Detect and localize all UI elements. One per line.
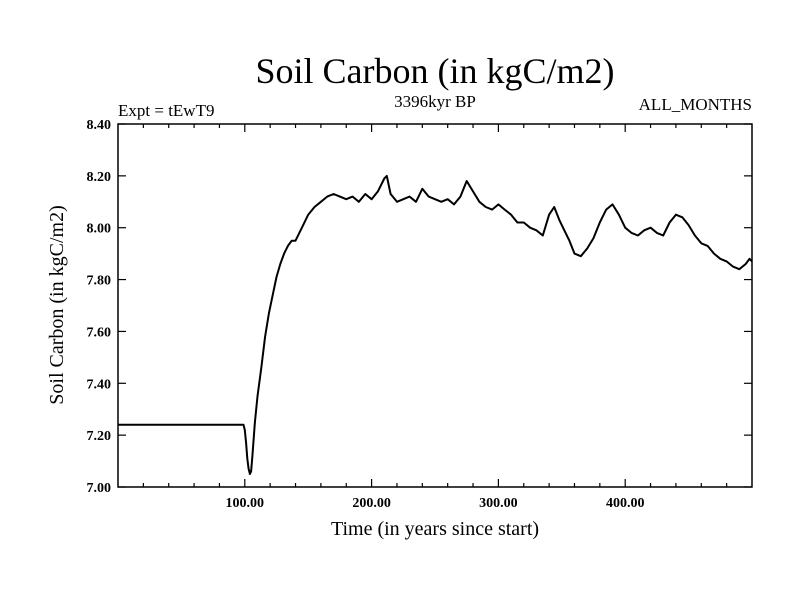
y-tick-label: 7.80 bbox=[87, 274, 112, 289]
plot-frame bbox=[117, 123, 753, 488]
x-axis-ticks: 100.00 200.00 300.00 400.00 bbox=[142, 124, 728, 511]
y-tick-label: 7.40 bbox=[87, 377, 112, 392]
y-tick-label: 7.60 bbox=[87, 325, 112, 340]
y-axis-ticks: 7.00 7.20 7.40 7.60 7.80 8.00 8.20 8.40 bbox=[87, 118, 752, 496]
soil-carbon-series-line bbox=[118, 174, 753, 475]
chart-title: Soil Carbon (in kgC/m2) bbox=[256, 51, 615, 91]
y-tick-label: 7.20 bbox=[87, 429, 112, 444]
x-tick-label: 200.00 bbox=[352, 496, 391, 511]
x-axis-label: Time (in years since start) bbox=[331, 518, 539, 540]
y-tick-label: 8.20 bbox=[87, 170, 112, 185]
y-tick-label: 8.00 bbox=[87, 222, 112, 237]
x-tick-label: 300.00 bbox=[479, 496, 518, 511]
experiment-label: Expt = tEwT9 bbox=[118, 101, 214, 120]
y-axis-label: Soil Carbon (in kgC/m2) bbox=[46, 205, 68, 404]
x-tick-label: 400.00 bbox=[606, 496, 645, 511]
months-label: ALL_MONTHS bbox=[639, 95, 752, 114]
x-tick-label: 100.00 bbox=[226, 496, 265, 511]
period-label: 3396kyr BP bbox=[394, 92, 476, 111]
y-tick-label: 8.40 bbox=[87, 118, 112, 133]
y-tick-label: 7.00 bbox=[87, 481, 112, 496]
